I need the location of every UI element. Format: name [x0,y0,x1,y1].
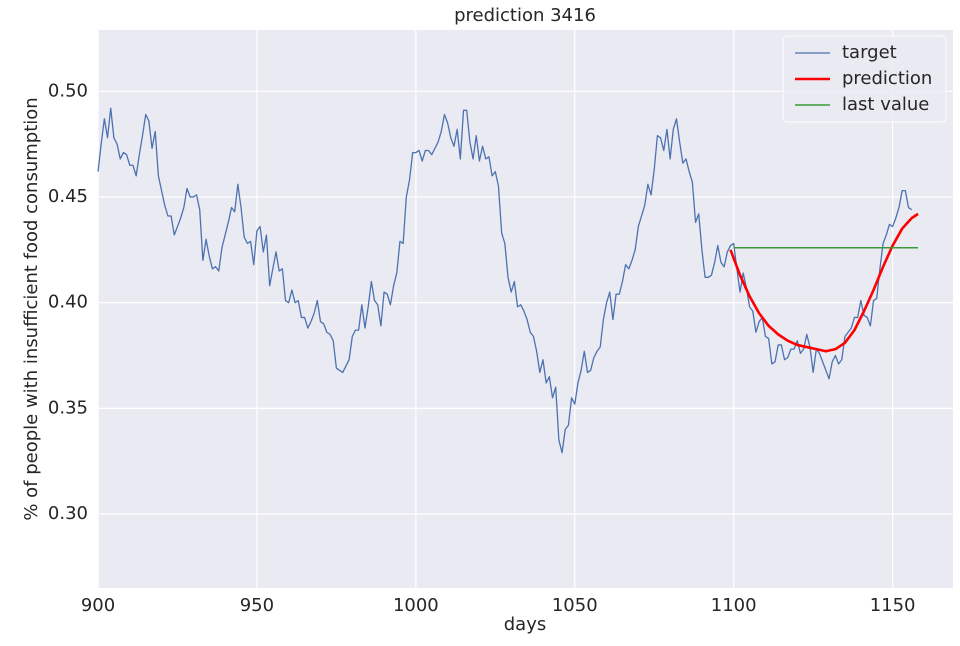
y-tick-label: 0.40 [48,292,88,313]
plot-area [98,30,953,588]
legend-box [782,35,947,123]
y-axis-label: % of people with insufficient food consu… [21,97,42,520]
lines [97,107,919,454]
series-line [729,212,919,353]
x-tick-label: 1050 [552,595,598,616]
legend-label: target [842,42,897,63]
x-tick-label: 950 [240,595,274,616]
legend: target prediction last value [782,35,947,123]
y-tick-label: 0.45 [48,186,88,207]
x-tick-label: 900 [81,595,115,616]
legend-label: prediction [842,68,932,89]
x-tick-label: 1100 [711,595,757,616]
legend-label: last value [842,94,929,115]
chart-title: prediction 3416 [454,5,596,26]
y-tick-label: 0.35 [48,397,88,418]
x-tick-label: 1000 [393,595,439,616]
y-tick-label: 0.50 [48,80,88,101]
y-tick-label: 0.30 [48,503,88,524]
x-axis-label: days [504,614,547,635]
series-line [97,107,913,454]
x-tick-label: 1150 [870,595,916,616]
